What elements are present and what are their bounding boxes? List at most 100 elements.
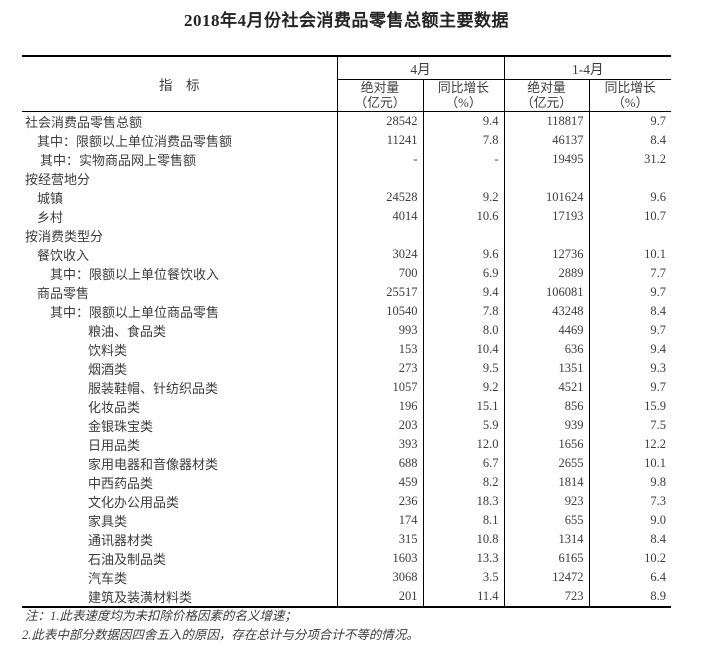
janapr-growth-cell: 15.9 — [644, 399, 666, 413]
table-row: 按经营地分 — [22, 169, 671, 188]
april-absolute-cell: 10540 — [337, 302, 424, 321]
janapr-absolute-cell: 4469 — [504, 321, 590, 340]
header-april: 4月 — [337, 56, 505, 80]
april-absolute-cell: 315 — [337, 530, 424, 549]
row-label: 金银珠宝类 — [22, 416, 338, 435]
table-row: 金银珠宝类 203 5.9 939 7.5 — [22, 416, 671, 435]
row-label: 乡村 — [22, 207, 338, 226]
janapr-growth-cell: 7.5 — [650, 418, 666, 432]
janapr-absolute-cell: 939 — [504, 416, 590, 435]
table-row: 文化办公用品类 236 18.3 923 7.3 — [22, 492, 671, 511]
april-growth-cell — [423, 169, 505, 188]
table-row: 石油及制品类 1603 13.3 6165 10.2 — [22, 549, 671, 568]
row-label: 餐饮收入 — [22, 245, 338, 264]
janapr-growth-cell: 8.4 — [650, 532, 666, 546]
table-row: 其中：限额以上单位商品零售 10540 7.8 43248 8.4 — [22, 302, 671, 321]
row-label: 其中：限额以上单位商品零售 — [22, 302, 338, 321]
janapr-absolute-cell: 723 — [504, 587, 590, 607]
row-label: 商品零售 — [22, 283, 338, 302]
row-label: 烟酒类 — [22, 359, 338, 378]
janapr-absolute-cell: 43248 — [504, 302, 590, 321]
table-row: 服装鞋帽、针纺织品类 1057 9.2 4521 9.7 — [22, 378, 671, 397]
april-absolute-cell: 196 — [337, 397, 424, 416]
april-absolute-cell: 688 — [337, 454, 424, 473]
april-absolute-cell — [337, 226, 424, 245]
table-row: 按消费类型分 — [22, 226, 671, 245]
janapr-growth-cell: 10.1 — [644, 247, 666, 261]
janapr-absolute-cell: 923 — [504, 492, 590, 511]
april-absolute-cell: 459 — [337, 473, 424, 492]
april-absolute-cell: 993 — [337, 321, 424, 340]
table-row: 日用品类 393 12.0 1656 12.2 — [22, 435, 671, 454]
table-header: 指 标 4月 1-4月 绝对量 （亿元） 同比增长 （%） 绝对量 （亿元） 同… — [22, 56, 671, 112]
janapr-absolute-cell: 856 — [504, 397, 590, 416]
april-growth-cell: 9.6 — [423, 245, 505, 264]
april-growth-cell — [423, 226, 505, 245]
table-row: 饮料类 153 10.4 636 9.4 — [22, 340, 671, 359]
april-absolute-cell: 201 — [337, 587, 424, 607]
april-absolute-cell: 393 — [337, 435, 424, 454]
header-april-growth: 同比增长 （%） — [423, 79, 505, 112]
janapr-absolute-cell: 4521 — [504, 378, 590, 397]
table-row: 家具类 174 8.1 655 9.0 — [22, 511, 671, 530]
table-row: 中西药品类 459 8.2 1814 9.8 — [22, 473, 671, 492]
table-row: 其中：限额以上单位消费品零售额 11241 7.8 46137 8.4 — [22, 131, 671, 150]
header-janapr-absolute: 绝对量 （亿元） — [504, 79, 590, 112]
april-absolute-cell: 1057 — [337, 378, 424, 397]
row-label: 城镇 — [22, 188, 338, 207]
april-growth-cell: 10.6 — [423, 207, 505, 226]
row-label: 其中：限额以上单位消费品零售额 — [22, 131, 338, 150]
page-title: 2018年4月份社会消费品零售总额主要数据 — [184, 11, 509, 30]
janapr-growth-cell: 10.7 — [644, 209, 666, 223]
janapr-absolute-cell: 6165 — [504, 549, 590, 568]
april-growth-cell: 9.5 — [423, 359, 505, 378]
row-label: 汽车类 — [22, 568, 338, 587]
janapr-growth-cell: 9.7 — [650, 323, 666, 337]
janapr-absolute-cell — [504, 169, 590, 188]
april-growth-cell: 11.4 — [423, 587, 505, 607]
row-label: 按经营地分 — [22, 169, 338, 188]
row-label: 建筑及装潢材料类 — [22, 587, 338, 607]
row-label: 日用品类 — [22, 435, 338, 454]
april-absolute-cell: 1603 — [337, 549, 424, 568]
janapr-growth-cell: 8.9 — [650, 589, 666, 603]
row-label: 饮料类 — [22, 340, 338, 359]
april-growth-cell: 9.4 — [423, 111, 505, 131]
janapr-absolute-cell: 636 — [504, 340, 590, 359]
janapr-absolute-cell: 118817 — [504, 111, 590, 131]
header-janapr-growth: 同比增长 （%） — [589, 79, 671, 112]
janapr-absolute-cell: 1814 — [504, 473, 590, 492]
april-absolute-cell: 273 — [337, 359, 424, 378]
janapr-growth-cell: 7.3 — [650, 494, 666, 508]
table-row: 城镇 24528 9.2 101624 9.6 — [22, 188, 671, 207]
row-label: 家具类 — [22, 511, 338, 530]
april-growth-cell: 18.3 — [423, 492, 505, 511]
april-growth-cell: 8.0 — [423, 321, 505, 340]
janapr-absolute-cell — [504, 226, 590, 245]
april-growth-cell: 7.8 — [423, 302, 505, 321]
table-row: 建筑及装潢材料类 201 11.4 723 8.9 — [22, 587, 671, 607]
janapr-absolute-cell: 1351 — [504, 359, 590, 378]
janapr-growth-cell: 10.2 — [644, 551, 666, 565]
april-absolute-cell: 25517 — [337, 283, 424, 302]
janapr-absolute-cell: 12472 — [504, 568, 590, 587]
janapr-growth-cell — [589, 226, 671, 245]
janapr-absolute-cell: 2889 — [504, 264, 590, 283]
table-row: 商品零售 25517 9.4 106081 9.7 — [22, 283, 671, 302]
janapr-growth-cell: 8.4 — [650, 133, 666, 147]
april-absolute-cell: 4014 — [337, 207, 424, 226]
janapr-growth-cell: 6.4 — [650, 570, 666, 584]
april-absolute-cell: - — [337, 150, 424, 169]
retail-data-table: 指 标 4月 1-4月 绝对量 （亿元） 同比增长 （%） 绝对量 （亿元） 同… — [22, 55, 671, 608]
row-label: 文化办公用品类 — [22, 492, 338, 511]
april-absolute-cell: 11241 — [337, 131, 424, 150]
janapr-growth-cell: 9.7 — [650, 380, 666, 394]
april-growth-cell: 3.5 — [423, 568, 505, 587]
april-growth-cell: 6.7 — [423, 454, 505, 473]
table-row: 汽车类 3068 3.5 12472 6.4 — [22, 568, 671, 587]
janapr-growth-cell: 9.4 — [650, 342, 666, 356]
table-row: 粮油、食品类 993 8.0 4469 9.7 — [22, 321, 671, 340]
table-row: 餐饮收入 3024 9.6 12736 10.1 — [22, 245, 671, 264]
april-growth-cell: 8.2 — [423, 473, 505, 492]
table-row: 化妆品类 196 15.1 856 15.9 — [22, 397, 671, 416]
